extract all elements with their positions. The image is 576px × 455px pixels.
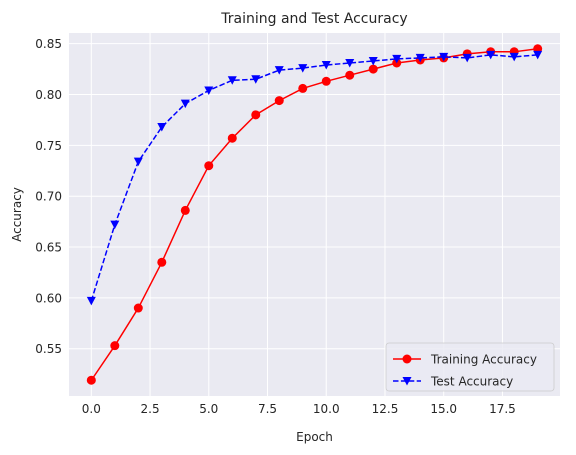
- x-tick-label: 12.5: [372, 402, 399, 416]
- y-tick-label: 0.60: [35, 291, 62, 305]
- legend-box: [385, 342, 555, 392]
- legend-training-marker: [402, 354, 412, 364]
- test-accuracy-point: [392, 54, 402, 64]
- x-axis-label: Epoch: [296, 430, 333, 444]
- training-accuracy-point: [133, 303, 143, 313]
- test-accuracy-point: [274, 66, 284, 75]
- x-tick-label: 17.5: [489, 402, 516, 416]
- y-tick-label: 0.85: [35, 37, 62, 51]
- legend: Training Accuracy Test Accuracy: [385, 342, 555, 392]
- legend-test-label: Test Accuracy: [430, 375, 513, 389]
- test-accuracy-point: [439, 52, 449, 62]
- x-tick-label: 2.5: [141, 402, 160, 416]
- legend-training-label: Training Accuracy: [430, 353, 537, 367]
- y-tick-label: 0.75: [35, 139, 62, 153]
- x-tick-label: 7.5: [258, 402, 277, 416]
- test-accuracy-point: [486, 50, 496, 60]
- test-accuracy-point: [180, 99, 190, 109]
- y-tick-label: 0.70: [35, 190, 62, 204]
- training-accuracy-point: [227, 133, 237, 143]
- test-accuracy-point: [415, 53, 425, 63]
- x-tick-label: 5.0: [199, 402, 218, 416]
- test-accuracy-series: [86, 50, 543, 306]
- training-accuracy-point: [251, 110, 261, 120]
- training-accuracy-point: [345, 70, 355, 80]
- test-accuracy-point: [321, 61, 331, 70]
- training-accuracy-point: [204, 161, 214, 171]
- training-accuracy-point: [86, 375, 96, 385]
- test-accuracy-point: [509, 52, 519, 62]
- plot-background: [69, 33, 560, 396]
- y-tick-label: 0.55: [35, 342, 62, 356]
- x-tick-labels: 0.0 2.5 5.0 7.5 10.0 12.5 15.0 17.5: [82, 402, 516, 416]
- y-tick-labels: 0.55 0.60 0.65 0.70 0.75 0.80 0.85: [35, 37, 62, 356]
- training-accuracy-point: [110, 341, 120, 351]
- training-accuracy-point: [157, 257, 167, 267]
- test-accuracy-point: [462, 53, 472, 63]
- y-axis-label: Accuracy: [10, 187, 24, 242]
- test-accuracy-point: [533, 50, 543, 60]
- y-tick-label: 0.80: [35, 88, 62, 102]
- test-accuracy-point: [133, 157, 143, 167]
- test-accuracy-point: [157, 123, 167, 132]
- training-accuracy-point: [274, 96, 284, 106]
- chart-title: Training and Test Accuracy: [220, 11, 407, 27]
- test-accuracy-point: [345, 58, 355, 68]
- training-accuracy-point: [368, 64, 378, 74]
- test-accuracy-point: [110, 220, 120, 230]
- test-accuracy-point: [227, 76, 237, 85]
- series-layer: [86, 44, 543, 385]
- x-tick-label: 15.0: [430, 402, 457, 416]
- grid-lines: [69, 33, 560, 396]
- x-tick-label: 0.0: [82, 402, 101, 416]
- legend-test-marker: [402, 377, 412, 386]
- test-accuracy-point: [298, 64, 308, 73]
- test-accuracy-point: [86, 296, 96, 306]
- test-accuracy-point: [368, 56, 378, 66]
- y-tick-label: 0.65: [35, 241, 62, 255]
- x-tick-label: 10.0: [313, 402, 340, 416]
- test-accuracy-point: [251, 75, 261, 84]
- training-accuracy-point: [321, 76, 331, 86]
- test-accuracy-point: [204, 86, 214, 95]
- training-accuracy-point: [180, 205, 190, 215]
- training-accuracy-point: [298, 83, 308, 93]
